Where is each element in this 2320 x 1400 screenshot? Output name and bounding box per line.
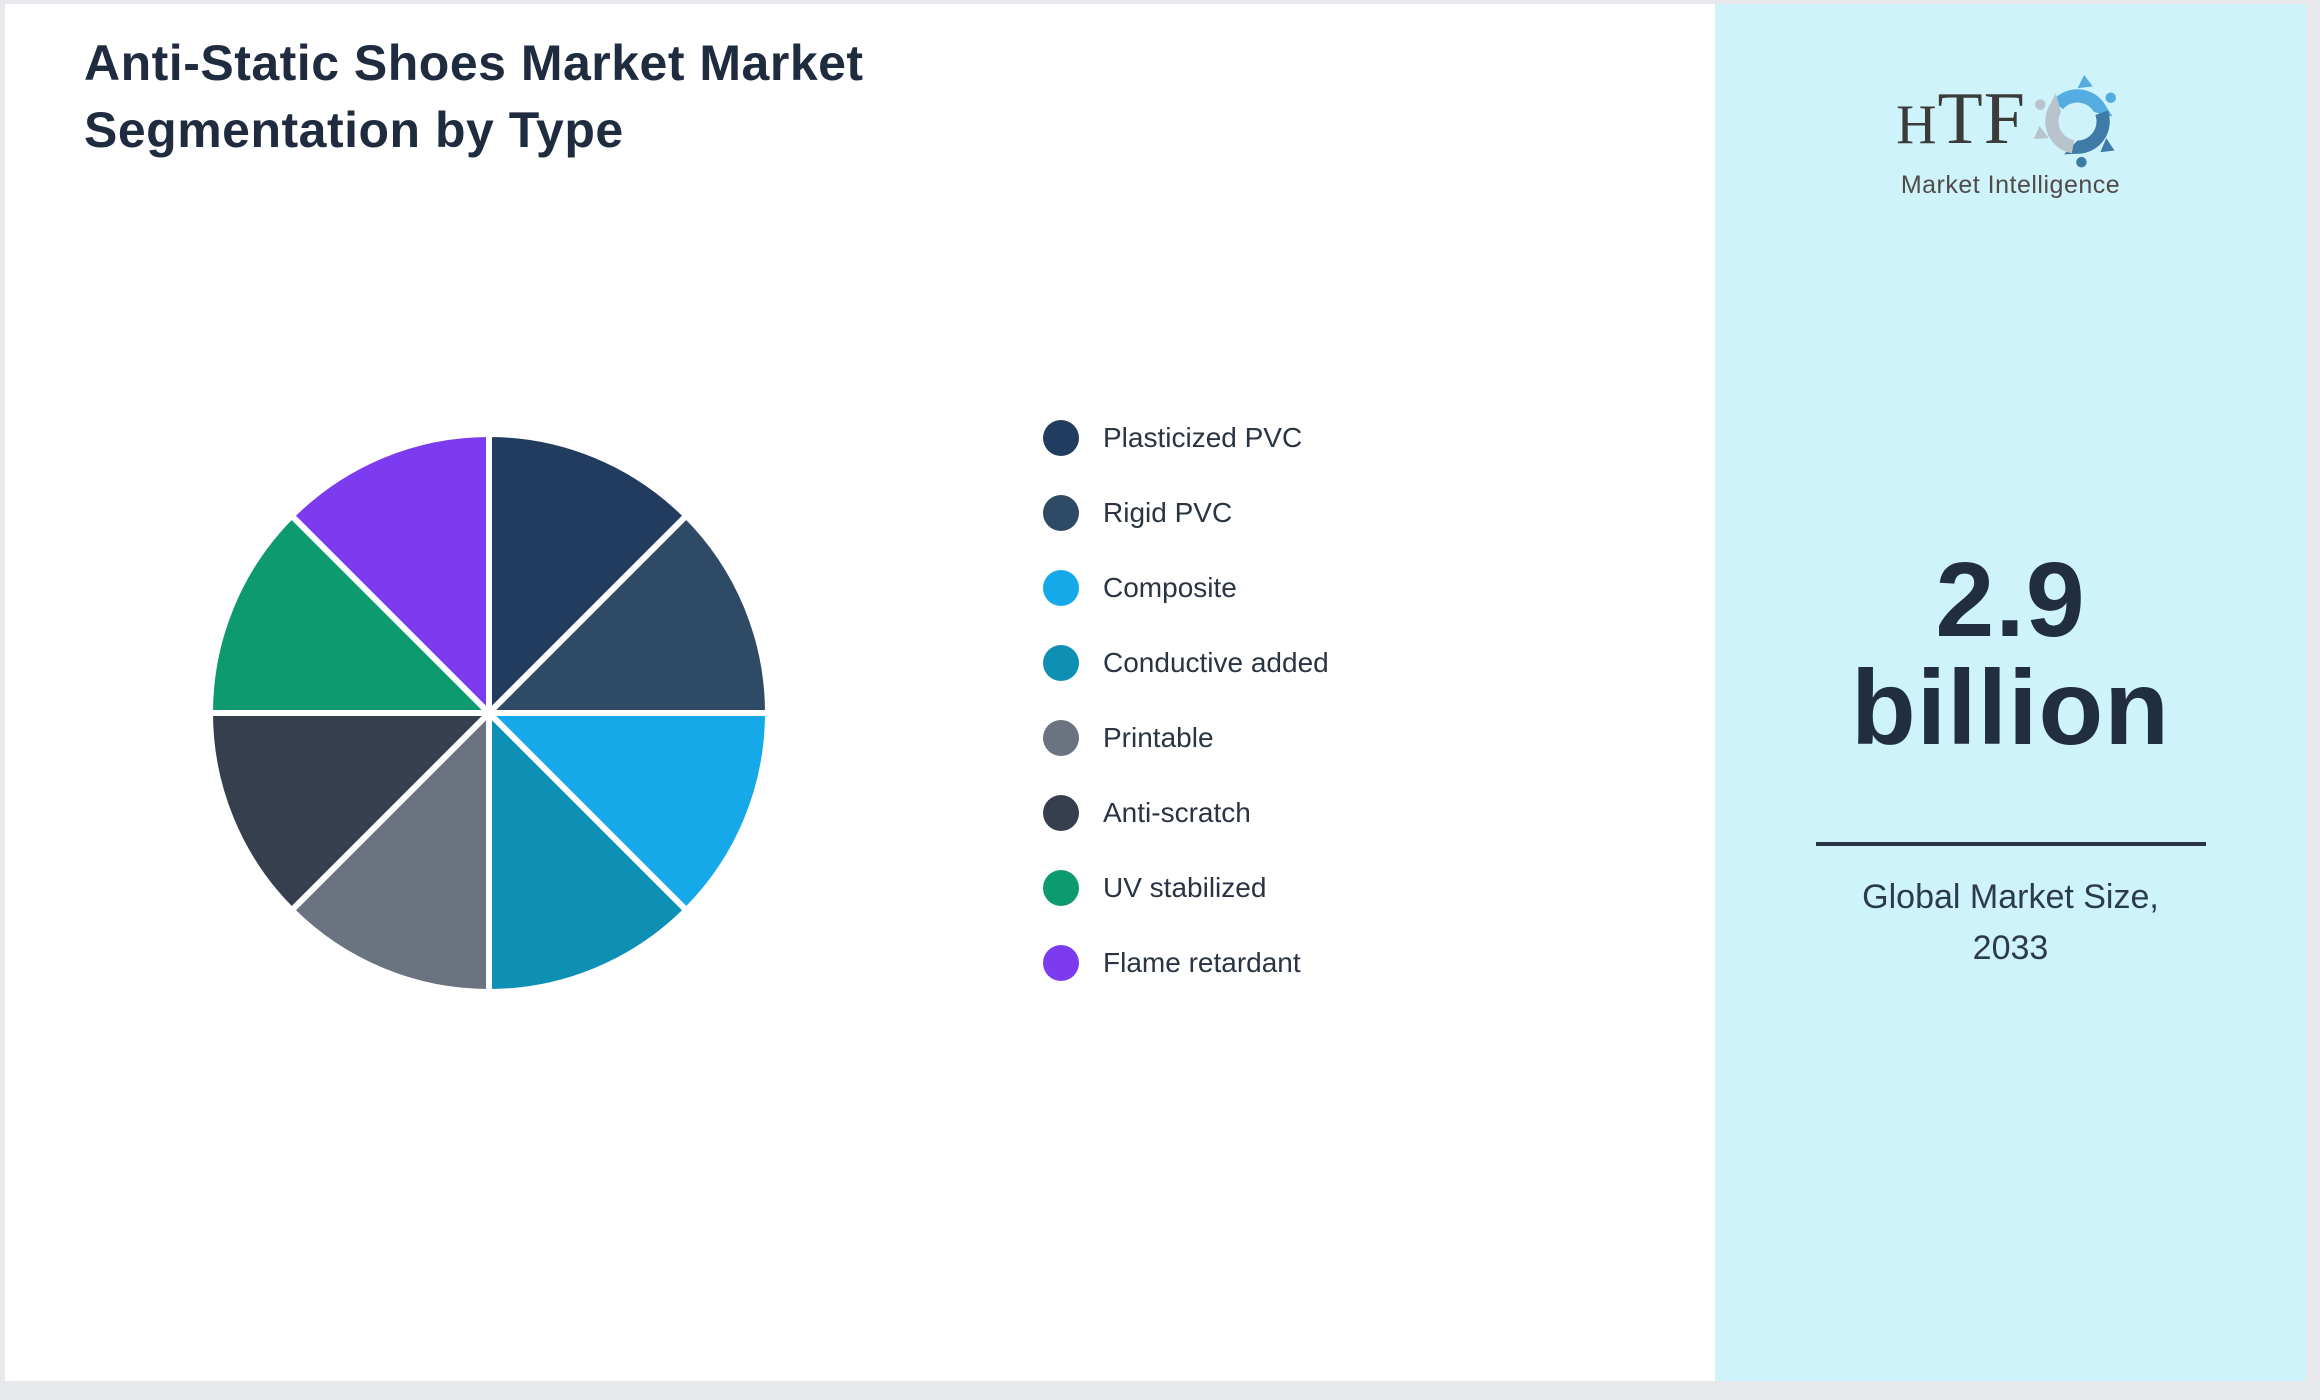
- legend-item: Printable: [1043, 718, 1329, 758]
- chart-legend: Plasticized PVC Rigid PVC Composite Conduct…: [1043, 418, 1329, 983]
- pie-slice-printable: [287, 705, 492, 996]
- legend-item: Rigid PVC: [1043, 493, 1329, 533]
- market-size-caption: Global Market Size, 2033: [1715, 872, 2306, 974]
- legend-label: UV stabilized: [1103, 872, 1267, 903]
- pie-chart-svg: [206, 430, 772, 996]
- legend-item: Composite: [1043, 568, 1329, 608]
- page-title: Anti-Static Shoes Market Market Segmenta…: [84, 30, 864, 164]
- pie-slice-anti-scratch: [206, 710, 497, 915]
- pie-slice-uv-stabilized: [206, 511, 497, 716]
- legend-label: Rigid PVC: [1103, 497, 1233, 528]
- legend-label: Flame retardant: [1103, 947, 1301, 978]
- legend-item: UV stabilized: [1043, 868, 1329, 908]
- pie-slice-plasticized-pvc: [486, 430, 691, 721]
- pie-chart: [204, 428, 774, 998]
- market-size-value: 2.9 billion: [1715, 546, 2306, 762]
- legend-swatch-icon: [1043, 570, 1079, 606]
- market-size-caption-line1: Global Market Size,: [1862, 878, 2159, 916]
- htf-logo-text: HTF: [1896, 77, 2026, 160]
- legend-swatch-icon: [1043, 870, 1079, 906]
- legend-label: Plasticized PVC: [1103, 422, 1303, 453]
- market-size-value-unit: billion: [1850, 649, 2171, 767]
- pie-slice-flame-retardant: [287, 430, 492, 721]
- legend-swatch-icon: [1043, 795, 1079, 831]
- pie-slice-composite: [481, 710, 772, 915]
- legend-item: Plasticized PVC: [1043, 418, 1329, 458]
- legend-swatch-icon: [1043, 945, 1079, 981]
- sidebar-divider: [1815, 842, 2206, 846]
- htf-dolphin-swirl-icon: [2029, 74, 2125, 169]
- market-size-caption-line2: 2033: [1972, 929, 2049, 967]
- htf-logo-subtitle: Market Intelligence: [1900, 171, 2121, 199]
- legend-label: Composite: [1103, 572, 1237, 603]
- sidebar: HTF Market Intelligence 2.9 billion: [1715, 4, 2306, 1381]
- legend-item: Flame retardant: [1043, 943, 1329, 983]
- market-size-value-number: 2.9: [1935, 541, 2086, 659]
- legend-label: Anti-scratch: [1103, 797, 1251, 828]
- legend-swatch-icon: [1043, 495, 1079, 531]
- legend-swatch-icon: [1043, 420, 1079, 456]
- htf-logo-row: HTF: [1896, 74, 2125, 169]
- legend-label: Conductive added: [1103, 647, 1329, 678]
- legend-swatch-icon: [1043, 720, 1079, 756]
- htf-logo: HTF Market Intelligence: [1715, 74, 2306, 200]
- legend-label: Printable: [1103, 722, 1214, 753]
- page-title-line2: Segmentation by Type: [84, 102, 624, 158]
- page-title-line1: Anti-Static Shoes Market Market: [84, 35, 864, 91]
- legend-swatch-icon: [1043, 645, 1079, 681]
- pie-slice-rigid-pvc: [481, 511, 772, 716]
- pie-slice-conductive-added: [486, 705, 691, 996]
- legend-item: Conductive added: [1043, 643, 1329, 683]
- infographic-card: Anti-Static Shoes Market Market Segmenta…: [5, 4, 2306, 1381]
- legend-item: Anti-scratch: [1043, 793, 1329, 833]
